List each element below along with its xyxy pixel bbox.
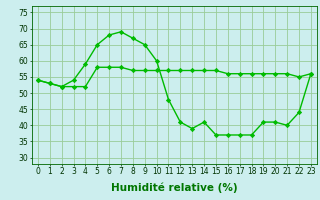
X-axis label: Humidité relative (%): Humidité relative (%) (111, 182, 238, 193)
